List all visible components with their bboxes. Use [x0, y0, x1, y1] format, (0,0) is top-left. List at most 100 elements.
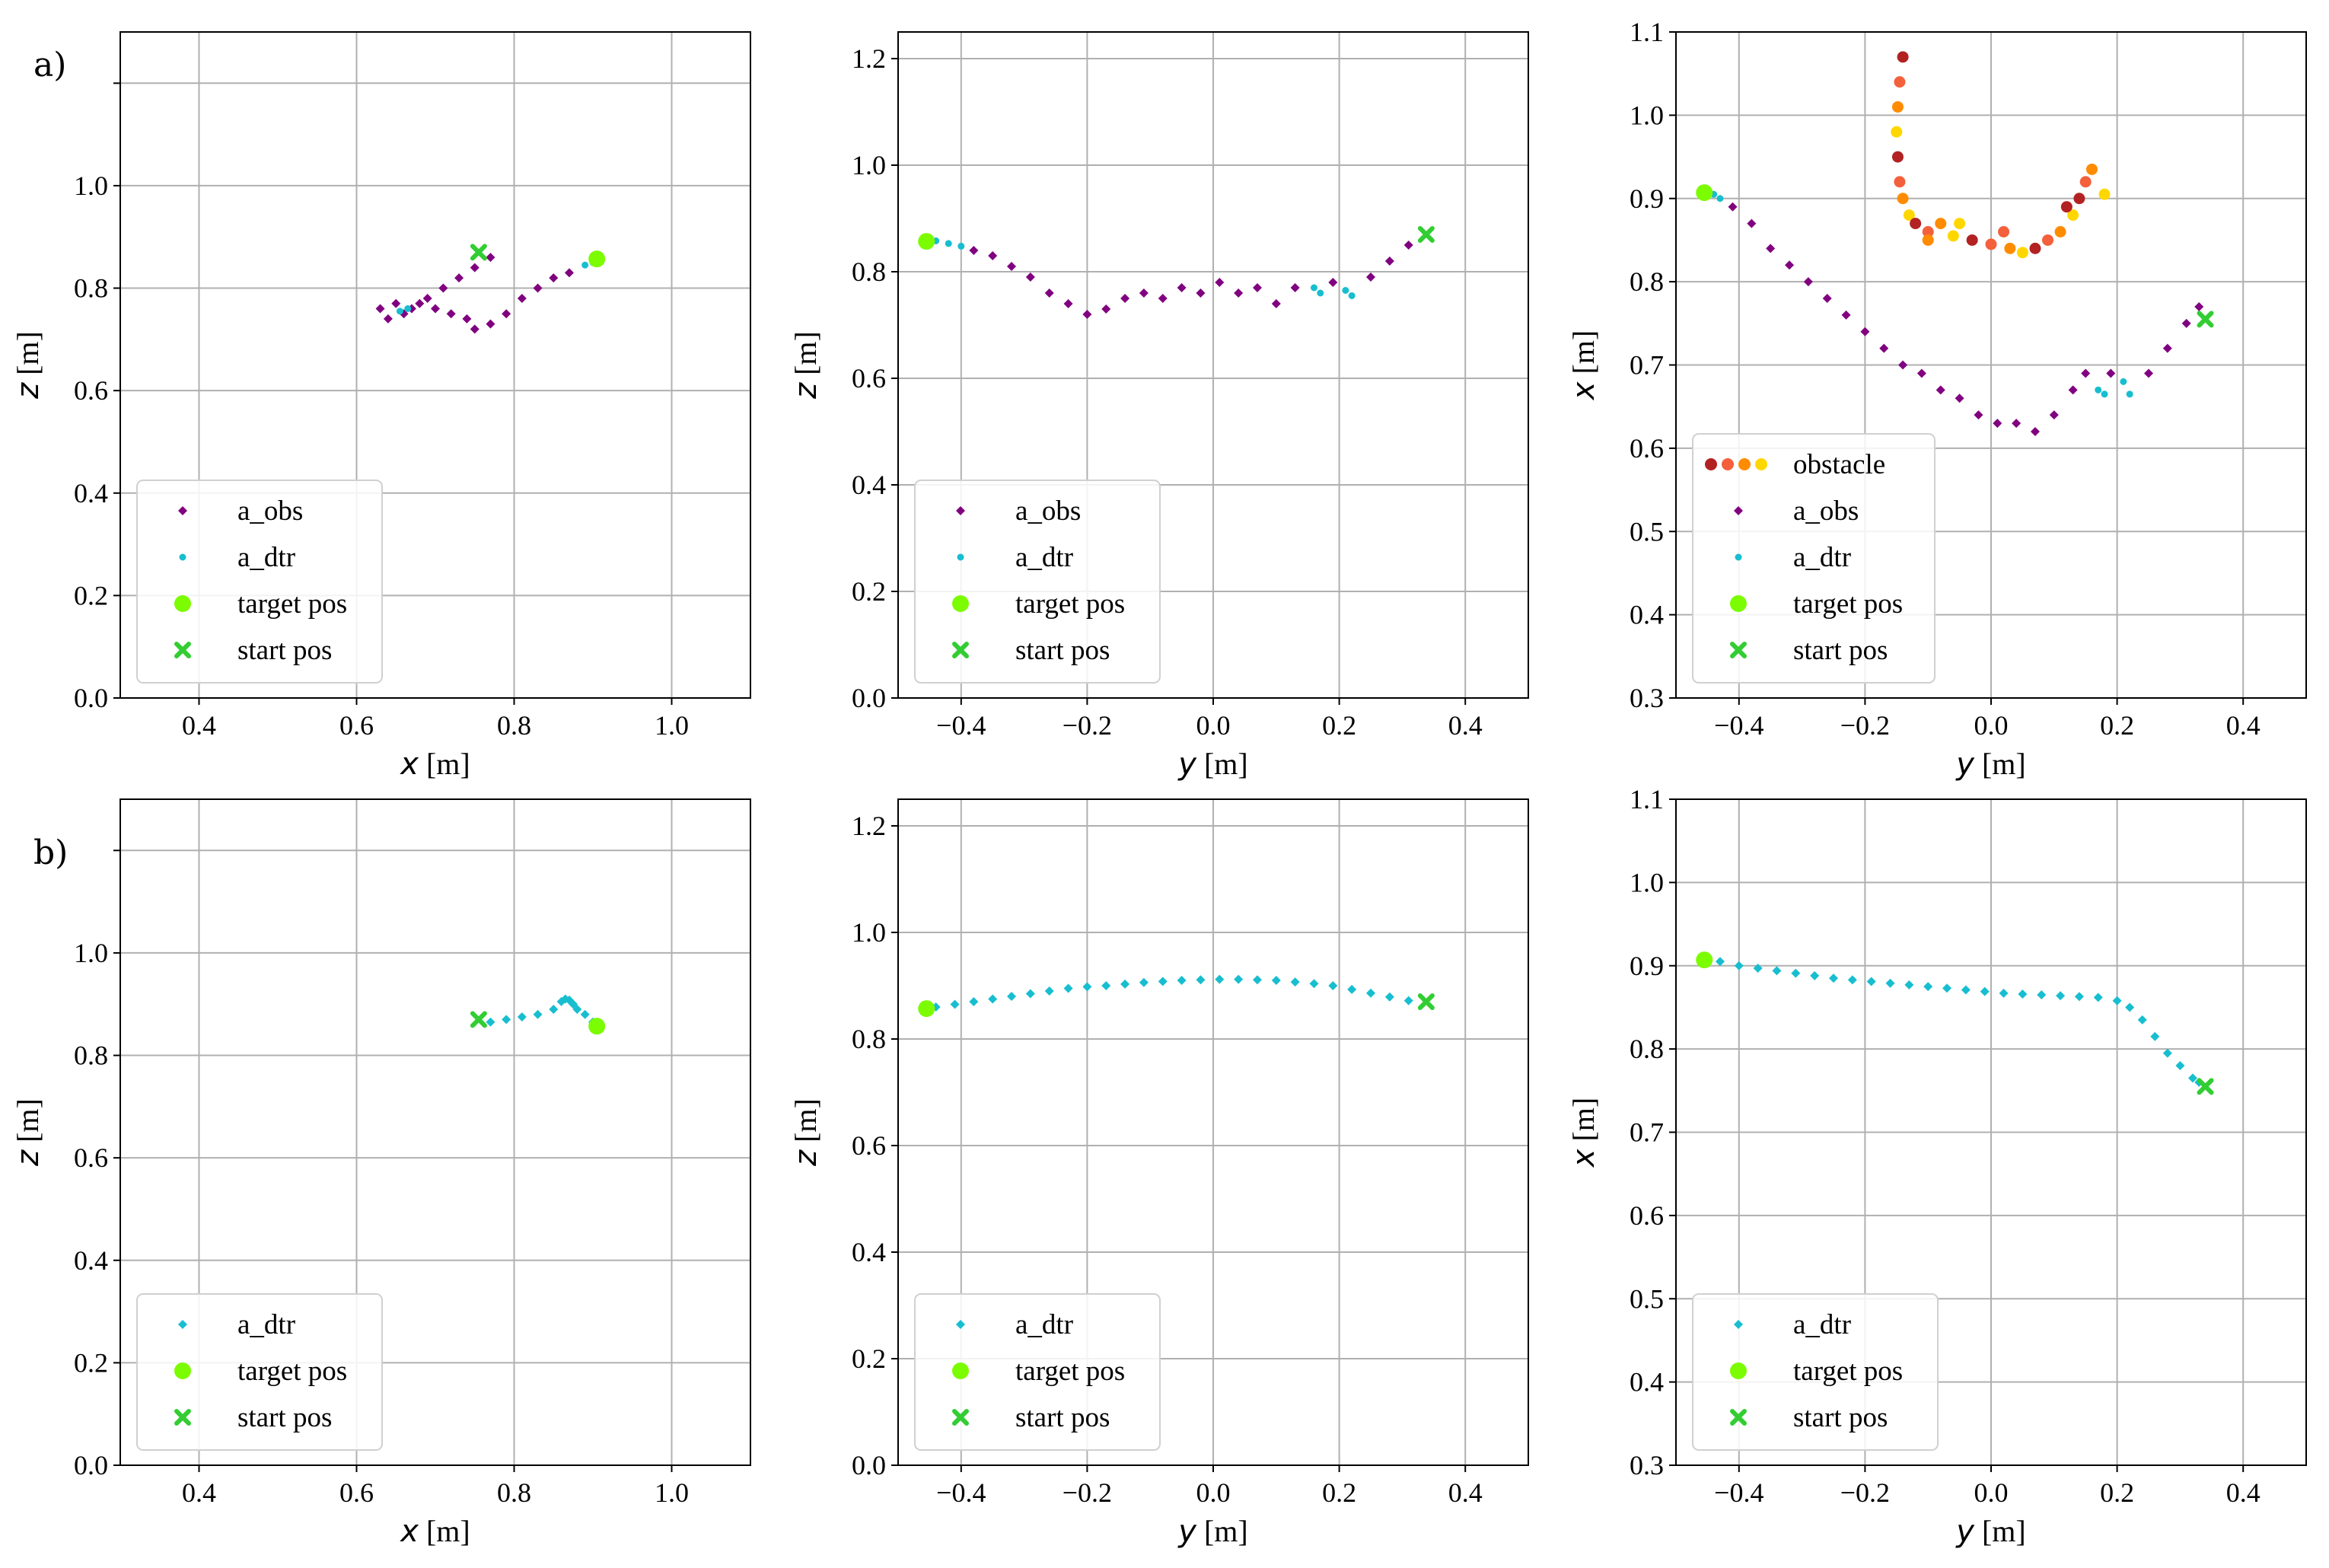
point-a1-start-pos-0 [470, 244, 487, 261]
point-a2-a_dtr-6 [1348, 292, 1356, 299]
point-b2-a_dtr-2 [969, 997, 979, 1006]
ytick-label-a2-2: 0.4 [852, 470, 886, 500]
legend-marker-a3-obstacle-3 [1755, 458, 1767, 470]
point-a3-obstacle-24 [2060, 201, 2073, 213]
point-b2-a_dtr-15 [1215, 974, 1225, 984]
point-b3-a_dtr-18 [2056, 991, 2066, 1001]
xtick-label-a1-2: 0.8 [497, 710, 531, 741]
point-a2-a_obs-16 [1271, 299, 1281, 308]
series-a2-start-pos [1417, 226, 1435, 243]
point-a3-obstacle-1 [1894, 76, 1906, 88]
ytick-label-a2-1: 0.2 [852, 576, 886, 607]
point-b3-a_dtr-21 [2112, 996, 2122, 1005]
xtick-label-b2-1: −0.2 [1063, 1477, 1112, 1508]
point-a3-a_obs-16 [2030, 427, 2040, 436]
ytick-label-b1-0: 0.0 [74, 1450, 108, 1480]
chart-a3: −0.4 −0.2 0.0 0.2 0.4 0.3 0.4 0.5 0.6 0.7 0.8 0.9 1.… [1566, 17, 2307, 782]
point-b2-a_dtr-19 [1290, 977, 1300, 987]
point-a3-a_obs-8 [1879, 343, 1889, 353]
ytick-label-a3-8: 1.1 [1630, 17, 1664, 47]
point-a2-a_dtr-4 [1317, 289, 1324, 297]
point-a3-obstacle-25 [1998, 226, 2010, 237]
point-a3-a_obs-1 [1747, 218, 1757, 228]
point-a3-obstacle-16 [2029, 242, 2041, 254]
legend-box-b3 [1692, 1293, 1939, 1451]
point-a3-start-pos-0 [2197, 311, 2214, 328]
point-a3-a_obs-19 [2081, 368, 2091, 378]
series-b3-target-pos [1696, 951, 1713, 969]
point-a1-a_dtr-3 [396, 308, 403, 315]
xtick-label-b1-0: 0.4 [182, 1477, 216, 1508]
legend-marker-a1-1 [179, 553, 186, 561]
ytick-label-a3-7: 1.0 [1630, 100, 1664, 130]
xtick-label-b1-1: 0.6 [339, 1477, 374, 1508]
legend-label-b3-0: a_dtr [1793, 1309, 1851, 1340]
ytick-label-a1-3: 0.6 [74, 375, 108, 406]
point-a1-a_obs-8 [383, 314, 393, 323]
point-b2-a_dtr-21 [1328, 981, 1338, 990]
point-a3-obstacle-11 [1947, 230, 1959, 242]
ytick-label-b3-3: 0.6 [1630, 1200, 1664, 1231]
legend-marker-a3-4 [1730, 642, 1747, 658]
point-b2-a_dtr-8 [1082, 982, 1092, 992]
point-a2-a_obs-11 [1177, 283, 1187, 292]
point-a1-a_obs-13 [462, 314, 472, 323]
point-b3-target-pos-0 [1696, 951, 1713, 969]
xtick-label-a1-1: 0.6 [339, 710, 374, 741]
series-a2-target-pos [918, 233, 935, 250]
point-a1-a_obs-19 [549, 273, 559, 283]
ytick-label-b1-2: 0.4 [74, 1245, 108, 1276]
xlabel-b2: y [m] [1177, 1514, 1247, 1549]
legend-marker-b1-1 [174, 1362, 191, 1379]
xlabel-a1: x [m] [399, 747, 470, 782]
xtick-label-b3-2: 0.0 [1974, 1477, 2009, 1508]
legend-label-b2-0: a_dtr [1015, 1309, 1073, 1340]
legend-marker-a2-0 [956, 506, 965, 515]
legend-marker-a2-3 [952, 642, 969, 658]
ytick-label-a3-0: 0.3 [1630, 683, 1664, 713]
xtick-label-b3-0: −0.4 [1714, 1477, 1763, 1508]
legend-marker-b1-0 [178, 1320, 187, 1329]
legend-marker-a3-obstacle-2 [1738, 458, 1751, 470]
series-a1-a_obs [375, 253, 574, 334]
point-a3-obstacle-0 [1897, 51, 1909, 63]
point-a1-a_obs-16 [502, 309, 511, 319]
ylabel-a2: z [m] [789, 331, 824, 400]
legend-marker-a3-obstacle-1 [1722, 458, 1734, 470]
point-b2-a_dtr-4 [1007, 992, 1017, 1001]
point-b1-a_dtr-2 [517, 1012, 527, 1022]
series-b3-a_dtr [1715, 957, 2204, 1087]
point-b3-a_dtr-15 [1999, 988, 2009, 998]
point-a1-a_obs-14 [470, 324, 480, 334]
ytick-label-a1-0: 0.0 [74, 683, 108, 713]
point-b1-target-pos-0 [588, 1018, 606, 1035]
point-b1-a_dtr-0 [486, 1017, 495, 1027]
point-b2-a_dtr-18 [1271, 976, 1281, 985]
point-a2-a_obs-12 [1196, 288, 1206, 298]
xtick-label-a3-1: −0.2 [1840, 710, 1890, 741]
legend-box-a1 [136, 480, 383, 684]
point-a2-a_obs-4 [1044, 288, 1054, 298]
legend-marker-b3-0 [1734, 1320, 1743, 1329]
point-a1-a_dtr-2 [404, 304, 412, 312]
legend-label-a3-4: start pos [1793, 635, 1888, 666]
point-b3-a_dtr-17 [2037, 990, 2047, 1000]
point-a3-obstacle-18 [2054, 226, 2066, 237]
point-a3-a_obs-9 [1898, 360, 1908, 370]
xtick-label-b1-3: 1.0 [655, 1477, 689, 1508]
series-a3-a_dtr [1710, 190, 2133, 398]
point-a3-obstacle-13 [1985, 238, 1997, 250]
point-a3-a_obs-6 [1841, 310, 1851, 320]
series-b1-start-pos [470, 1011, 487, 1028]
point-a3-obstacle-5 [1894, 176, 1906, 188]
point-a3-a_dtr-4 [2120, 378, 2127, 385]
legend-marker-b2-0 [956, 1320, 965, 1329]
ytick-label-b2-2: 0.4 [852, 1237, 886, 1267]
xtick-label-a2-3: 0.2 [1322, 710, 1356, 741]
xlabel-b1: x [m] [399, 1514, 470, 1549]
xtick-label-a2-2: 0.0 [1196, 710, 1231, 741]
